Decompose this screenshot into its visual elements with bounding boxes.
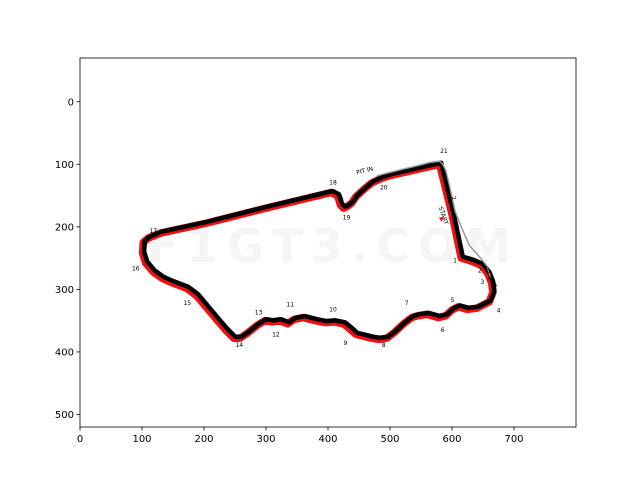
turn-label-5: 5: [451, 297, 455, 304]
x-tick-label-200: 200: [194, 434, 213, 445]
turn-label-11: 11: [286, 301, 294, 308]
plot-content: F1GT3.COM1234567891011121314151617181920…: [132, 148, 501, 349]
turn-label-4: 4: [497, 308, 501, 315]
plot-area: F1GT3.COM1234567891011121314151617181920…: [79, 57, 577, 428]
y-tick-label-500: 500: [55, 410, 74, 421]
annotation-2-3: 2: [450, 195, 458, 201]
x-tick-label-400: 400: [318, 434, 337, 445]
x-tick-label-600: 600: [442, 434, 461, 445]
y-tick-label-100: 100: [55, 160, 74, 171]
turn-label-16: 16: [132, 266, 140, 273]
turn-label-2: 2: [478, 268, 482, 275]
pit-lane-line: [376, 160, 492, 278]
turn-label-21: 21: [440, 148, 448, 155]
y-tick-label-200: 200: [55, 222, 74, 233]
x-tick-label-500: 500: [380, 434, 399, 445]
turn-label-17: 17: [149, 228, 157, 235]
turn-label-8: 8: [382, 342, 386, 349]
start-marker: [438, 217, 444, 222]
turn-label-1: 1: [453, 258, 457, 265]
turn-label-7: 7: [405, 300, 409, 307]
turn-label-20: 20: [380, 184, 388, 191]
annotation-pit-in-0: PIT IN: [356, 166, 374, 177]
turn-label-15: 15: [183, 300, 191, 307]
turn-label-18: 18: [329, 179, 337, 186]
y-tick-label-300: 300: [55, 285, 74, 296]
turn-label-13: 13: [255, 309, 263, 316]
turn-label-6: 6: [441, 327, 445, 334]
x-tick-label-100: 100: [132, 434, 151, 445]
y-tick-label-400: 400: [55, 347, 74, 358]
turn-label-19: 19: [343, 214, 351, 221]
x-tick-label-700: 700: [504, 434, 523, 445]
turn-label-10: 10: [329, 306, 337, 313]
turn-label-3: 3: [480, 279, 484, 286]
track-line: [141, 160, 497, 341]
y-axis: 0 100 200 300 400 500: [55, 97, 80, 421]
turn-label-14: 14: [235, 342, 243, 349]
x-axis: 0 100 200 300 400 500 600 700: [77, 427, 524, 445]
turn-label-12: 12: [272, 331, 280, 338]
y-tick-label-0: 0: [68, 97, 74, 108]
x-tick-label-300: 300: [256, 434, 275, 445]
x-tick-label-0: 0: [77, 434, 83, 445]
turn-label-9: 9: [343, 340, 347, 347]
